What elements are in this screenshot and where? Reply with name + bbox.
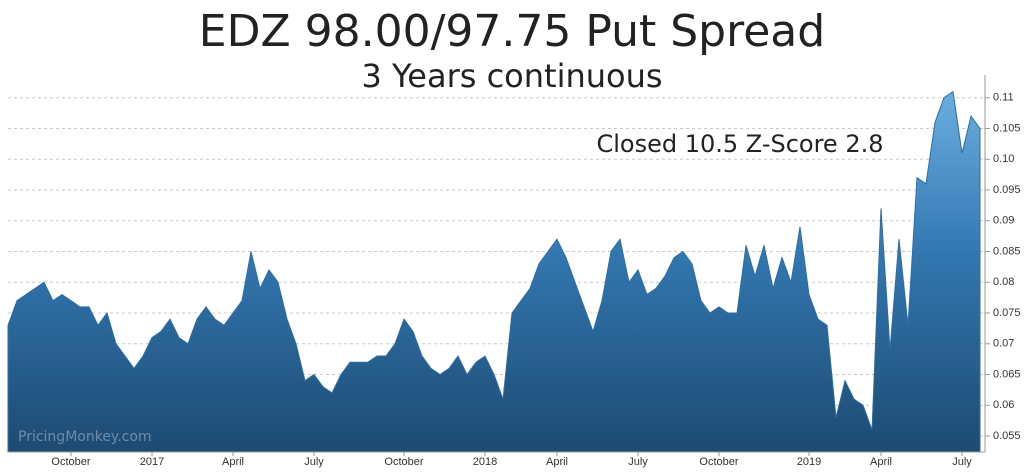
y-tick-label: 0.055: [993, 430, 1021, 442]
y-tick-label: 0.08: [993, 276, 1014, 288]
y-tick-label: 0.09: [993, 215, 1014, 227]
x-tick-label: October: [384, 456, 423, 468]
y-tick-label: 0.095: [993, 184, 1021, 196]
x-tick-label: 2019: [797, 456, 821, 468]
x-tick-label: October: [51, 456, 90, 468]
y-tick-label: 0.10: [993, 153, 1014, 165]
y-tick-label: 0.065: [993, 368, 1021, 380]
area: [7, 90, 981, 453]
x-tick-label: April: [870, 456, 892, 468]
y-tick-label: 0.105: [993, 122, 1021, 134]
x-tick-label: April: [546, 456, 568, 468]
y-tick-label: 0.07: [993, 338, 1014, 350]
x-tick-label: 2017: [140, 456, 164, 468]
x-tick-label: April: [222, 456, 244, 468]
y-tick-label: 0.11: [993, 92, 1014, 104]
x-tick-label: October: [699, 456, 738, 468]
y-tick-label: 0.06: [993, 399, 1014, 411]
chart-title: EDZ 98.00/97.75 Put Spread: [199, 6, 825, 57]
chart-subtitle: 3 Years continuous: [361, 57, 662, 95]
y-tick-label: 0.085: [993, 245, 1021, 257]
watermark: PricingMonkey.com: [18, 429, 152, 445]
x-tick-label: July: [628, 456, 648, 468]
x-tick-label: July: [304, 456, 324, 468]
annotation: Closed 10.5 Z-Score 2.8: [596, 130, 883, 158]
x-tick-label: July: [952, 456, 972, 468]
plot-area: [7, 90, 981, 453]
x-tick-label: 2018: [473, 456, 497, 468]
y-tick-label: 0.075: [993, 307, 1021, 319]
